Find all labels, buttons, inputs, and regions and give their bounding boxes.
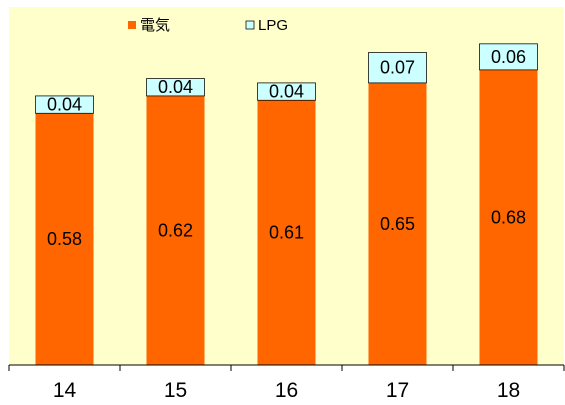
x-tick-label: 16 bbox=[275, 379, 298, 402]
data-label: 0.04 bbox=[269, 82, 304, 102]
bar-segment-series-1 bbox=[35, 95, 94, 114]
bar-segment-series-0 bbox=[257, 100, 316, 365]
x-tick-label: 18 bbox=[497, 379, 520, 402]
x-tick-labels-group: 14 15 16 17 18 bbox=[53, 379, 520, 402]
data-label: 0.07 bbox=[380, 58, 415, 78]
data-label: 0.62 bbox=[158, 220, 193, 240]
legend-swatch-series-1 bbox=[245, 20, 255, 30]
bars-group bbox=[35, 43, 538, 366]
bar-segment-series-0 bbox=[368, 82, 427, 366]
x-ticks-group bbox=[8, 365, 565, 371]
bar-segment-series-1 bbox=[257, 82, 316, 101]
x-tick-label: 15 bbox=[164, 379, 187, 402]
data-label: 0.58 bbox=[47, 229, 82, 249]
bar-segment-series-1 bbox=[479, 43, 538, 71]
legend: 電気 LPG bbox=[128, 17, 288, 34]
bar-segment-series-0 bbox=[35, 113, 94, 365]
segment-labels-group: 0.58 0.04 0.62 0.04 0.61 0.04 0.65 0.07 0.68 0.06 bbox=[47, 47, 526, 249]
bar-segment-series-0 bbox=[146, 95, 205, 366]
data-label: 0.06 bbox=[491, 47, 526, 67]
data-label: 0.61 bbox=[269, 223, 304, 243]
data-label: 0.65 bbox=[380, 214, 415, 234]
data-label: 0.04 bbox=[158, 77, 193, 97]
bar-segment-series-0 bbox=[479, 69, 538, 365]
legend-swatch-series-0 bbox=[128, 21, 136, 29]
data-label: 0.68 bbox=[491, 207, 526, 227]
x-tick-label: 14 bbox=[53, 379, 77, 402]
data-label: 0.04 bbox=[47, 95, 82, 115]
bar-segment-series-1 bbox=[368, 52, 427, 84]
legend-label-series-1: LPG bbox=[258, 17, 288, 34]
bar-segment-series-1 bbox=[146, 78, 205, 97]
x-tick-label: 17 bbox=[386, 379, 409, 402]
legend-label-series-0: 電気 bbox=[140, 17, 170, 34]
